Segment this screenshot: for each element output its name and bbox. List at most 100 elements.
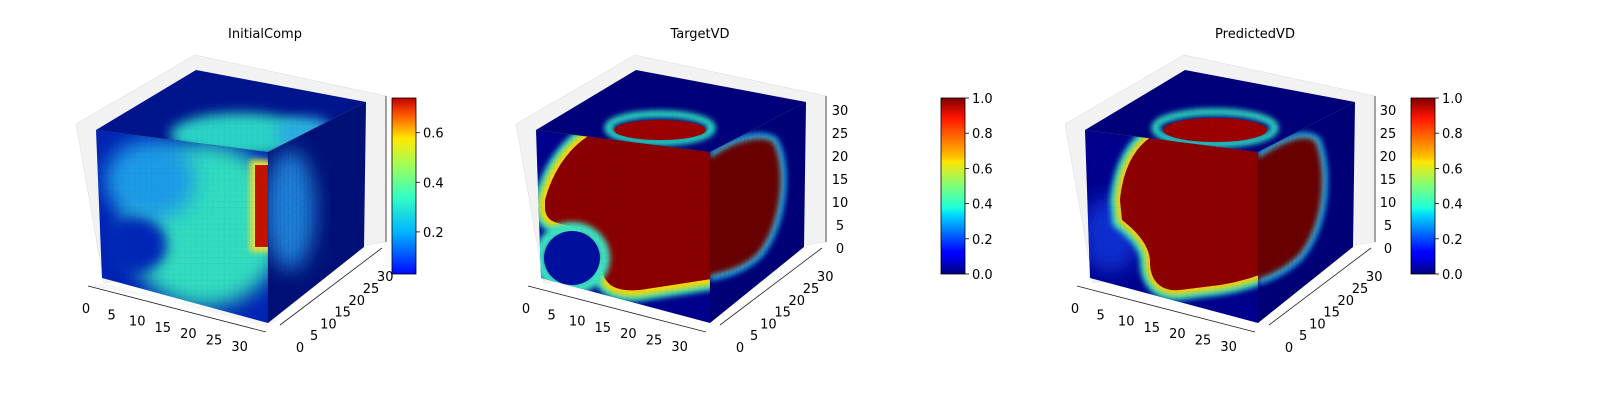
z-tick-label: 0	[1384, 242, 1392, 257]
x-tick-label: 0	[82, 302, 90, 317]
x-tick-label: 10	[569, 315, 586, 330]
x-tick-label: 25	[206, 334, 223, 349]
x-axis: 0 5 10 15 20 25 30	[1071, 285, 1256, 355]
z-tick-label: 20	[832, 150, 849, 165]
y-tick-label: 20	[349, 294, 366, 309]
plot-title: PredictedVD	[1215, 27, 1295, 42]
x-tick-label: 15	[155, 321, 172, 336]
x-tick-label: 20	[620, 327, 637, 342]
x-tick-label: 25	[1195, 334, 1212, 349]
y-tick-label: 30	[377, 270, 394, 285]
colorbar-scale	[391, 97, 417, 275]
y-tick-label: 10	[760, 317, 777, 332]
x-tick-labels: 0 5 10 15 20 25 30	[82, 302, 248, 355]
z-tick-labels: 0 5 10 15 20 25 30	[1380, 104, 1397, 257]
x-tick-label: 5	[1096, 308, 1104, 323]
x-tick-label: 5	[547, 308, 555, 323]
x-tick-label: 15	[595, 321, 612, 336]
voxel-cube	[95, 70, 367, 323]
colorbar-tick-labels: 0.0 0.2 0.4 0.6 0.8 1.0	[1435, 92, 1463, 283]
y-tick-label: 5	[310, 329, 318, 344]
y-tick-label: 30	[817, 270, 834, 285]
x-tick-label: 20	[180, 327, 197, 342]
x-tick-label: 10	[129, 315, 146, 330]
colorbar-tick-label: 0.6	[1442, 162, 1463, 177]
y-tick-label: 25	[1352, 282, 1369, 297]
y-tick-label: 15	[334, 306, 351, 321]
z-tick-labels: 0 5 10 15 20 25 30	[832, 104, 849, 257]
z-tick-label: 20	[1380, 150, 1397, 165]
z-tick-label: 25	[832, 127, 849, 142]
z-tick-label: 15	[832, 173, 849, 188]
z-tick-label: 5	[836, 219, 844, 234]
y-tick-label: 10	[320, 317, 337, 332]
y-tick-label: 0	[296, 341, 304, 356]
x-tick-labels: 0 5 10 15 20 25 30	[522, 302, 688, 355]
z-axis: 0 5 10 15 20 25 30	[825, 96, 849, 257]
y-tick-label: 20	[1338, 294, 1355, 309]
y-tick-label: 10	[1309, 317, 1326, 332]
z-tick-label: 10	[1380, 196, 1397, 211]
colorbar-scale	[1410, 97, 1436, 275]
colorbar-tick-label: 0.6	[423, 127, 444, 142]
colorbar: 0.0 0.2 0.4 0.6 0.8 1.0	[940, 92, 993, 283]
y-tick-label: 5	[1299, 329, 1307, 344]
x-tick-label: 10	[1118, 315, 1135, 330]
z-tick-label: 10	[832, 196, 849, 211]
colorbar-scale	[940, 97, 966, 275]
colorbar-tick-label: 1.0	[972, 92, 993, 107]
y-tick-label: 25	[803, 282, 820, 297]
x-tick-label: 30	[671, 340, 688, 355]
x-tick-label: 15	[1144, 321, 1161, 336]
colorbar-tick-label: 1.0	[1442, 92, 1463, 107]
x-axis: 0 5 10 15 20 25 30	[82, 285, 267, 355]
colorbar-tick-label: 0.2	[972, 233, 993, 248]
y-tick-label: 0	[1285, 341, 1293, 356]
z-tick-label: 25	[1380, 127, 1397, 142]
x-tick-label: 5	[107, 308, 115, 323]
x-axis: 0 5 10 15 20 25 30	[522, 285, 707, 355]
y-tick-label: 15	[1323, 306, 1340, 321]
x-tick-label: 20	[1169, 327, 1186, 342]
x-tick-labels: 0 5 10 15 20 25 30	[1071, 302, 1237, 355]
x-tick-label: 0	[522, 302, 530, 317]
colorbar-tick-label: 0.8	[1442, 127, 1463, 142]
z-axis: 0 5 10 15 20 25 30	[1374, 96, 1397, 257]
colorbar-tick-label: 0.4	[423, 176, 444, 191]
y-tick-label: 15	[774, 306, 791, 321]
colorbar-tick-label: 0.0	[972, 268, 993, 283]
z-tick-label: 0	[836, 242, 844, 257]
colorbar-tick-label: 0.8	[972, 127, 993, 142]
z-tick-label: 15	[1380, 173, 1397, 188]
x-tick-label: 30	[231, 340, 248, 355]
z-tick-label: 30	[832, 104, 849, 119]
y-tick-label: 20	[789, 294, 806, 309]
colorbar-tick-labels: 0.2 0.4 0.6	[416, 127, 444, 241]
x-tick-label: 30	[1220, 340, 1237, 355]
x-tick-label: 0	[1071, 302, 1079, 317]
colorbar-tick-label: 0.0	[1442, 268, 1463, 283]
x-tick-label: 25	[646, 334, 663, 349]
colorbar-tick-label: 0.2	[1442, 233, 1463, 248]
z-tick-label: 5	[1384, 219, 1392, 234]
colorbar-tick-label: 0.4	[972, 198, 993, 213]
plot-title: TargetVD	[669, 27, 729, 42]
z-tick-label: 30	[1380, 104, 1397, 119]
voxel-cube	[535, 70, 807, 323]
y-tick-label: 30	[1366, 270, 1383, 285]
colorbar: 0.2 0.4 0.6	[391, 97, 444, 275]
y-tick-label: 0	[736, 341, 744, 356]
colorbar-tick-label: 0.6	[972, 162, 993, 177]
colorbar-tick-label: 0.2	[423, 226, 444, 241]
colorbar-tick-label: 0.4	[1442, 198, 1463, 213]
